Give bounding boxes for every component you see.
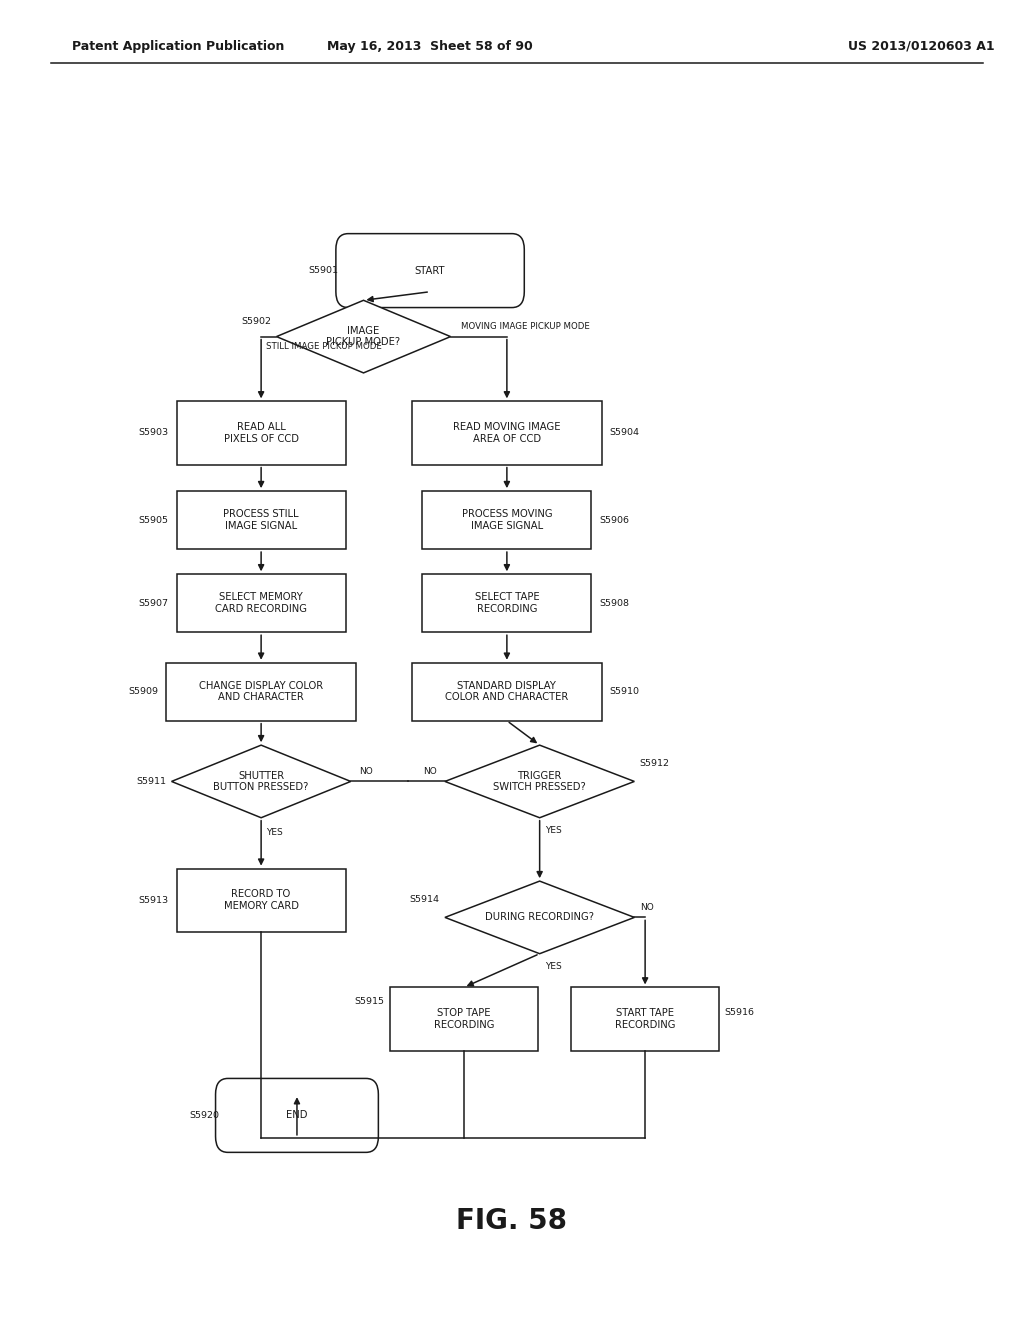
Text: S5915: S5915 bbox=[354, 997, 385, 1006]
FancyBboxPatch shape bbox=[336, 234, 524, 308]
Text: STILL IMAGE PICKUP MODE: STILL IMAGE PICKUP MODE bbox=[266, 342, 382, 351]
Bar bbox=[412, 401, 601, 465]
Polygon shape bbox=[276, 301, 451, 372]
Text: NO: NO bbox=[359, 767, 373, 776]
Text: CHANGE DISPLAY COLOR
AND CHARACTER: CHANGE DISPLAY COLOR AND CHARACTER bbox=[199, 681, 324, 702]
Text: S5920: S5920 bbox=[189, 1111, 219, 1119]
Text: US 2013/0120603 A1: US 2013/0120603 A1 bbox=[848, 40, 995, 53]
Text: START TAPE
RECORDING: START TAPE RECORDING bbox=[614, 1008, 676, 1030]
Polygon shape bbox=[172, 744, 350, 818]
Bar bbox=[176, 574, 346, 632]
Text: May 16, 2013  Sheet 58 of 90: May 16, 2013 Sheet 58 of 90 bbox=[328, 40, 532, 53]
Text: START: START bbox=[415, 265, 445, 276]
Bar bbox=[176, 401, 346, 465]
Text: S5909: S5909 bbox=[128, 688, 158, 696]
Text: S5907: S5907 bbox=[138, 599, 168, 607]
Text: S5913: S5913 bbox=[138, 896, 168, 904]
Text: S5906: S5906 bbox=[600, 516, 630, 524]
Bar bbox=[176, 869, 346, 932]
Text: S5902: S5902 bbox=[242, 317, 271, 326]
Bar bbox=[571, 987, 719, 1051]
FancyBboxPatch shape bbox=[215, 1078, 378, 1152]
Polygon shape bbox=[444, 882, 635, 953]
Bar bbox=[412, 663, 601, 721]
Text: YES: YES bbox=[545, 826, 561, 834]
Text: S5910: S5910 bbox=[610, 688, 640, 696]
Bar bbox=[422, 574, 592, 632]
Text: S5904: S5904 bbox=[610, 429, 640, 437]
Text: S5905: S5905 bbox=[138, 516, 168, 524]
Text: PROCESS STILL
IMAGE SIGNAL: PROCESS STILL IMAGE SIGNAL bbox=[223, 510, 299, 531]
Text: S5914: S5914 bbox=[410, 895, 440, 904]
Bar bbox=[422, 491, 592, 549]
Text: READ MOVING IMAGE
AREA OF CCD: READ MOVING IMAGE AREA OF CCD bbox=[454, 422, 560, 444]
Text: PROCESS MOVING
IMAGE SIGNAL: PROCESS MOVING IMAGE SIGNAL bbox=[462, 510, 552, 531]
Text: DURING RECORDING?: DURING RECORDING? bbox=[485, 912, 594, 923]
Text: TRIGGER
SWITCH PRESSED?: TRIGGER SWITCH PRESSED? bbox=[494, 771, 586, 792]
Text: S5912: S5912 bbox=[639, 759, 670, 768]
Text: SHUTTER
BUTTON PRESSED?: SHUTTER BUTTON PRESSED? bbox=[213, 771, 309, 792]
Text: SELECT TAPE
RECORDING: SELECT TAPE RECORDING bbox=[474, 593, 540, 614]
Bar bbox=[166, 663, 356, 721]
Text: S5908: S5908 bbox=[600, 599, 630, 607]
Text: Patent Application Publication: Patent Application Publication bbox=[72, 40, 284, 53]
Text: SELECT MEMORY
CARD RECORDING: SELECT MEMORY CARD RECORDING bbox=[215, 593, 307, 614]
Text: END: END bbox=[287, 1110, 307, 1121]
Text: S5916: S5916 bbox=[725, 1008, 755, 1016]
Text: RECORD TO
MEMORY CARD: RECORD TO MEMORY CARD bbox=[223, 890, 299, 911]
Bar bbox=[389, 987, 539, 1051]
Text: READ ALL
PIXELS OF CCD: READ ALL PIXELS OF CCD bbox=[223, 422, 299, 444]
Text: S5903: S5903 bbox=[138, 429, 168, 437]
Polygon shape bbox=[444, 744, 635, 818]
Text: YES: YES bbox=[545, 961, 561, 970]
Text: IMAGE
PICKUP MODE?: IMAGE PICKUP MODE? bbox=[327, 326, 400, 347]
Text: YES: YES bbox=[266, 829, 283, 837]
Text: FIG. 58: FIG. 58 bbox=[457, 1206, 567, 1236]
Text: S5911: S5911 bbox=[136, 777, 166, 785]
Text: NO: NO bbox=[423, 767, 436, 776]
Text: MOVING IMAGE PICKUP MODE: MOVING IMAGE PICKUP MODE bbox=[461, 322, 590, 331]
Text: STOP TAPE
RECORDING: STOP TAPE RECORDING bbox=[433, 1008, 495, 1030]
Text: NO: NO bbox=[641, 903, 654, 912]
Bar bbox=[176, 491, 346, 549]
Text: STANDARD DISPLAY
COLOR AND CHARACTER: STANDARD DISPLAY COLOR AND CHARACTER bbox=[445, 681, 568, 702]
Text: S5901: S5901 bbox=[308, 267, 338, 275]
